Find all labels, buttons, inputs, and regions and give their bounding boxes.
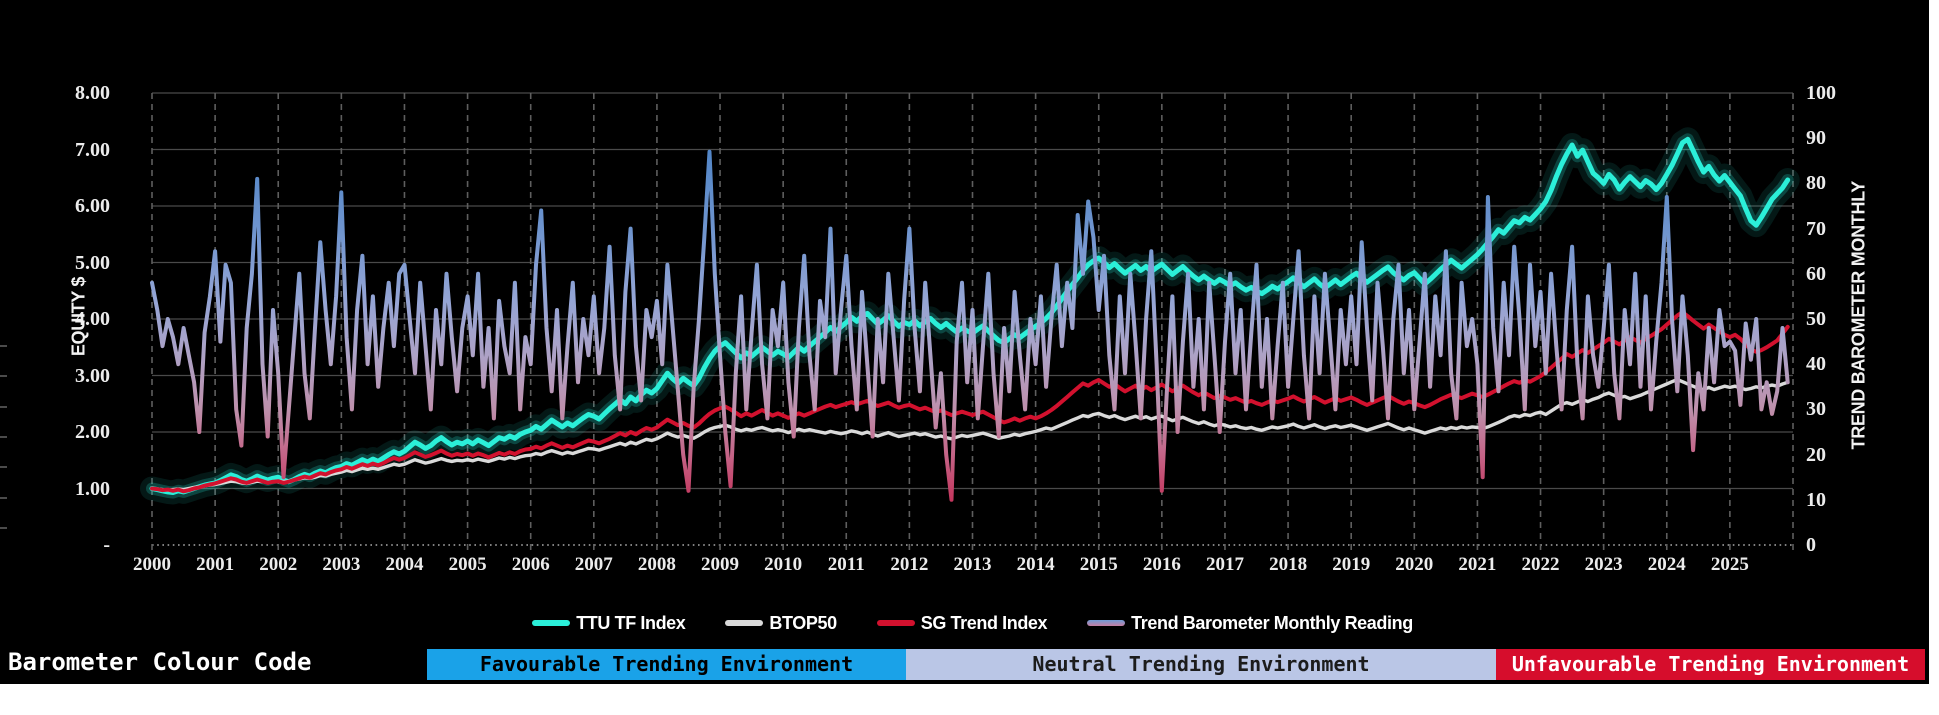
year-label: 2000 — [133, 554, 171, 575]
year-label: 2022 — [1521, 554, 1560, 575]
colour-code-label: Barometer Colour Code — [8, 648, 312, 676]
legend-label: BTOP50 — [769, 612, 837, 633]
year-label: 2007 — [574, 554, 613, 575]
unfavourable-environment-segment: Unfavourable Trending Environment — [1496, 649, 1925, 680]
year-label: 2004 — [385, 554, 424, 575]
legend-label: Trend Barometer Monthly Reading — [1131, 612, 1413, 633]
right-axis-tick: 70 — [1806, 217, 1826, 240]
year-label: 2023 — [1584, 554, 1623, 575]
year-label: 2014 — [1016, 554, 1055, 575]
legend-label: SG Trend Index — [920, 612, 1048, 633]
left-axis-tick: 3.00 — [75, 364, 110, 387]
favourable-environment-segment: Favourable Trending Environment — [427, 649, 906, 680]
right-axis-tick: 40 — [1806, 353, 1826, 376]
spreadsheet-row-gridline — [0, 466, 7, 469]
right-axis-tick: 90 — [1806, 127, 1826, 150]
year-label: 2009 — [701, 554, 740, 575]
spreadsheet-row-gridline — [0, 435, 7, 438]
left-axis-tick: 5.00 — [75, 251, 110, 274]
legend-swatch-icon — [1087, 620, 1126, 626]
spreadsheet-row-gridline — [0, 496, 7, 499]
left-axis-tick: 6.00 — [75, 195, 110, 217]
legend-swatch-icon — [876, 620, 915, 626]
year-label: 2018 — [1269, 554, 1308, 575]
spreadsheet-row-gridline — [0, 526, 7, 529]
right-axis-tick: 0 — [1806, 534, 1816, 556]
right-axis-tick: 10 — [1806, 488, 1826, 511]
plot-area — [140, 92, 1800, 552]
right-axis-tick: 50 — [1806, 308, 1826, 330]
right-axis-tick: 100 — [1806, 82, 1836, 104]
left-axis-title: EQUITY $ — [68, 276, 89, 357]
legend-item: BTOP50 — [725, 612, 837, 634]
year-label: 2025 — [1710, 554, 1749, 575]
year-label: 2020 — [1395, 554, 1434, 575]
right-axis-tick: 20 — [1806, 443, 1826, 466]
barometer-colour-code-bar: Barometer Colour Code Favourable Trendin… — [0, 646, 1929, 682]
year-label: 2017 — [1205, 554, 1244, 575]
right-axis-tick: 60 — [1806, 262, 1826, 285]
year-label: 2001 — [196, 554, 235, 575]
year-label: 2021 — [1458, 554, 1497, 575]
legend-swatch-icon — [532, 620, 571, 626]
spreadsheet-row-gridline — [0, 405, 7, 408]
year-label: 2011 — [827, 554, 865, 575]
year-label: 2013 — [953, 554, 992, 575]
legend-swatch-icon — [725, 620, 764, 626]
year-label: 2010 — [764, 554, 803, 575]
year-label: 2015 — [1079, 554, 1118, 575]
chart-title: Trend Barometer Current Reading 36 — [721, 22, 1224, 48]
left-axis-tick: 8.00 — [75, 82, 110, 104]
year-label: 2016 — [1142, 554, 1181, 575]
chart-legend: TTU TF Index BTOP50 SG Trend Index Trend Ba… — [152, 608, 1793, 638]
right-axis-tick: 30 — [1806, 398, 1826, 421]
legend-item: TTU TF Index — [532, 612, 686, 634]
year-label: 2006 — [511, 554, 550, 575]
left-axis-tick: 1.00 — [75, 477, 110, 500]
year-label: 2003 — [322, 554, 361, 575]
left-axis-tick: 7.00 — [75, 138, 110, 161]
year-label: 2012 — [890, 554, 929, 575]
right-axis-tick: 80 — [1806, 172, 1826, 195]
year-label: 2002 — [259, 554, 298, 575]
right-axis-title: TREND BAROMETER MONTHLY — [1848, 181, 1869, 450]
legend-item: SG Trend Index — [876, 612, 1048, 634]
spreadsheet-row-gridline — [0, 345, 7, 347]
legend-label: TTU TF Index — [576, 612, 686, 633]
year-label: 2024 — [1647, 554, 1686, 575]
neutral-environment-segment: Neutral Trending Environment — [906, 649, 1496, 680]
year-label: 2005 — [448, 554, 487, 575]
legend-item: Trend Barometer Monthly Reading — [1087, 613, 1413, 634]
left-axis-tick: 4.00 — [75, 308, 110, 330]
year-label: 2019 — [1332, 554, 1371, 575]
trend-barometer-chart: Trend Barometer Current Reading 36 8.00 7… — [0, 0, 1929, 684]
left-axis-tick: 2.00 — [75, 421, 110, 443]
year-label: 2008 — [637, 554, 676, 575]
left-axis-tick: - — [103, 534, 110, 556]
spreadsheet-row-gridline — [0, 375, 7, 378]
